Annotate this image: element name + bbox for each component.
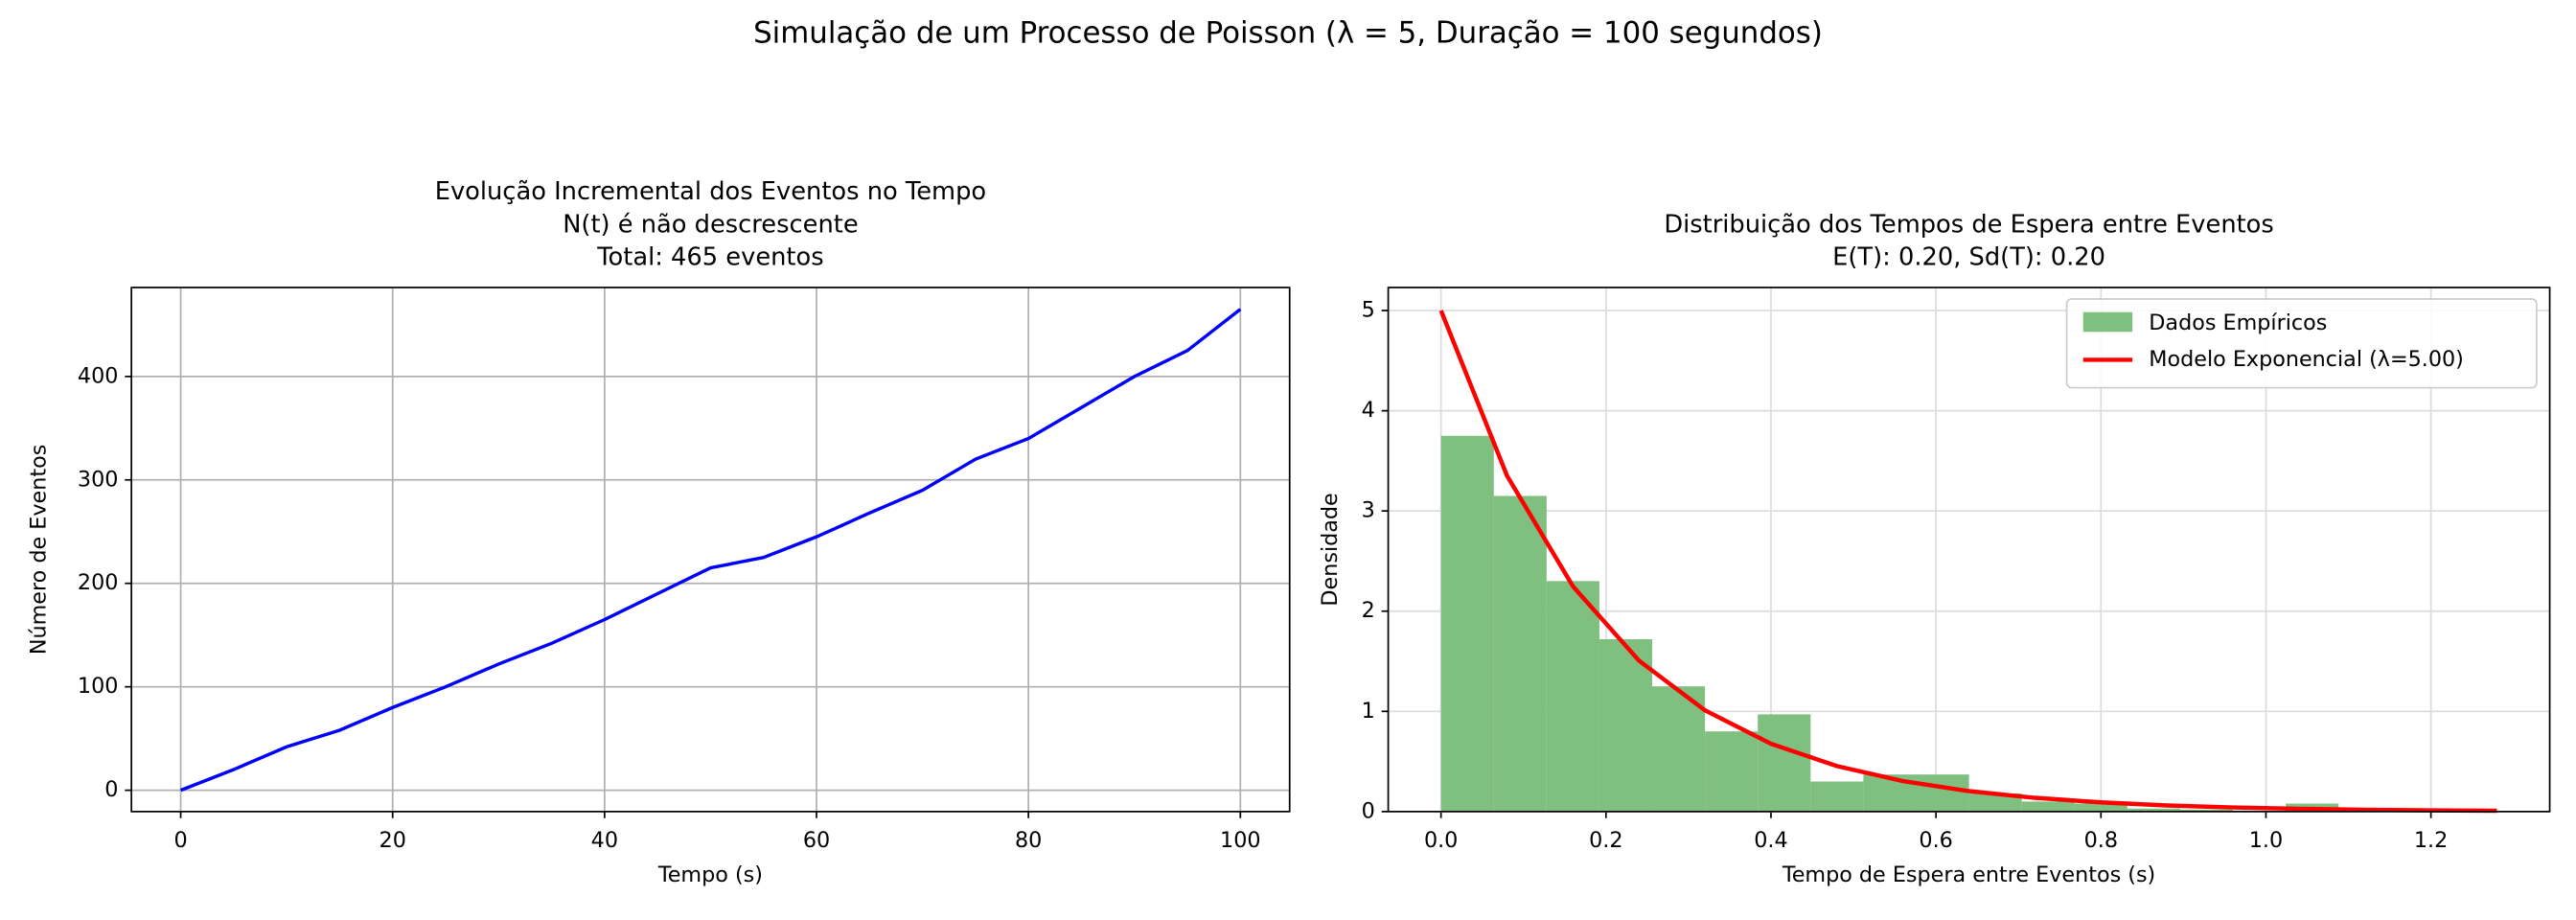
y-tick-label: 400 — [78, 363, 119, 388]
x-tick-label: 1.2 — [2414, 828, 2448, 853]
chart-title: Evolução Incremental dos Eventos no Temp… — [435, 177, 986, 206]
chart-title: Distribuição dos Tempos de Espera entre … — [1664, 210, 2274, 239]
y-tick-label: 3 — [1362, 498, 1375, 523]
axes-frame — [130, 287, 1291, 813]
legend-box — [2065, 298, 2538, 389]
hist-bar — [1758, 714, 1811, 812]
legend-label: Dados Empíricos — [2149, 310, 2327, 335]
y-axis-label: Densidade — [1318, 493, 1343, 606]
x-tick-label: 1.0 — [2249, 828, 2283, 853]
data-line — [179, 308, 1242, 793]
hist-bar — [1810, 781, 1864, 812]
y-tick-label: 1 — [1362, 699, 1375, 724]
x-tick-label: 80 — [1015, 828, 1042, 853]
hist-bar — [2179, 809, 2234, 812]
legend-swatch — [2082, 311, 2133, 333]
x-tick-label: 0 — [173, 828, 187, 853]
x-tick-label: 0.4 — [1754, 828, 1787, 853]
hist-bar — [1968, 794, 2022, 812]
x-tick-label: 100 — [1220, 828, 1261, 853]
x-axis-label: Tempo de Espera entre Eventos (s) — [1782, 862, 2155, 887]
hist-bar — [1598, 639, 1653, 812]
legend-label: Modelo Exponencial (λ=5.00) — [2149, 347, 2464, 372]
y-tick-label: 0 — [104, 777, 118, 802]
hist-bar — [2074, 803, 2128, 812]
y-tick-label: 300 — [78, 467, 119, 492]
chart-title: N(t) é não descrescente — [563, 210, 858, 239]
y-tick-label: 100 — [78, 674, 119, 699]
figure-title: Simulação de um Processo de Poisson (λ =… — [753, 16, 1823, 51]
axes-frame — [1387, 287, 2551, 813]
x-axis-label: Tempo (s) — [657, 862, 763, 887]
x-tick-label: 20 — [380, 828, 406, 853]
y-tick-label: 200 — [78, 570, 119, 595]
hist-bar — [2021, 801, 2075, 812]
hist-bar — [2127, 808, 2180, 812]
data-line — [1438, 310, 2497, 814]
hist-bar — [1493, 495, 1547, 812]
x-tick-label: 0.8 — [2084, 828, 2118, 853]
y-axis-label: Número de Eventos — [27, 445, 52, 655]
x-tick-label: 0.2 — [1589, 828, 1622, 853]
x-tick-label: 0.0 — [1424, 828, 1458, 853]
hist-bar — [1916, 774, 1969, 812]
y-tick-label: 0 — [1362, 798, 1375, 823]
hist-bar — [1652, 686, 1706, 812]
y-tick-label: 2 — [1362, 598, 1375, 623]
hist-bar — [1705, 731, 1759, 812]
x-tick-label: 40 — [591, 828, 618, 853]
x-tick-label: 60 — [803, 828, 830, 853]
y-tick-label: 5 — [1362, 298, 1375, 323]
x-tick-label: 0.6 — [1919, 828, 1952, 853]
chart-title: Total: 465 eventos — [596, 243, 823, 272]
y-tick-label: 4 — [1362, 398, 1375, 423]
hist-bar — [1440, 435, 1494, 812]
chart-title: E(T): 0.20, Sd(T): 0.20 — [1832, 243, 2105, 272]
hist-bar — [1546, 581, 1599, 812]
